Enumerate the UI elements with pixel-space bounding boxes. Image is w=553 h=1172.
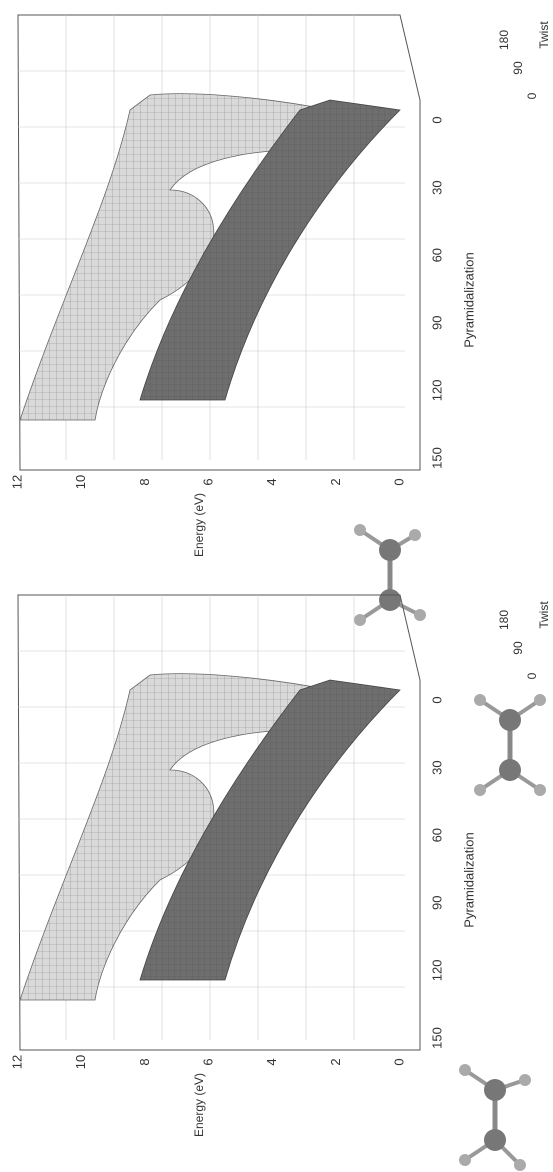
energy-tick-label: 4	[264, 1058, 279, 1065]
energy-tick-label: 0	[391, 1058, 406, 1065]
molecule-planar	[474, 694, 546, 796]
pyramidalization-tick-label: 60	[429, 828, 444, 842]
upper-surface	[19, 673, 331, 1001]
pyramidalization-tick-label: 90	[429, 896, 444, 910]
energy-tick-label: 4	[264, 478, 279, 485]
twist-tick-label: 0	[525, 672, 539, 679]
twist-tick-label: 90	[511, 61, 525, 75]
lower-surface	[139, 679, 401, 981]
energy-tick-label: 2	[328, 1058, 343, 1065]
twist-tick-label: 0	[525, 92, 539, 99]
twist-tick-label: 90	[511, 641, 525, 655]
pyramidalization-axis-label: Pyramidalization	[461, 252, 476, 347]
twist-axis-label: Twist	[537, 601, 551, 629]
energy-tick-label: 2	[328, 478, 343, 485]
pyramidalization-tick-label: 120	[429, 960, 444, 982]
pyramidalization-tick-label: 0	[429, 116, 444, 123]
pyramidalization-axis-label: Pyramidalization	[461, 832, 476, 927]
energy-tick-label: 12	[9, 475, 24, 489]
pyramidalization-tick-label: 0	[429, 696, 444, 703]
plot-frame	[17, 594, 421, 1051]
twist-tick-label: 180	[497, 610, 511, 630]
surface-plot: 12 10 8 6 4 2 0 Energy (eV) 150 120 90 60 30 0 Pyramid…	[9, 594, 551, 1137]
plot-frame	[17, 14, 421, 471]
twist-tick-label: 180	[497, 30, 511, 50]
pyramidalization-tick-label: 30	[429, 180, 444, 194]
energy-tick-label: 10	[73, 1055, 88, 1069]
lower-surface	[139, 99, 401, 401]
energy-tick-label: 8	[137, 1058, 152, 1065]
pyramidalization-tick-label: 150	[429, 1027, 444, 1049]
energy-tick-label: 0	[391, 478, 406, 485]
energy-tick-label: 12	[9, 1055, 24, 1069]
pyramidalization-tick-label: 60	[429, 248, 444, 262]
pyramidalization-tick-label: 120	[429, 380, 444, 402]
energy-tick-label: 6	[200, 478, 215, 485]
molecule-pyramidal	[459, 1064, 531, 1171]
surface-plot: 12 10 8 6 4 2 0 Energy (eV) 150 120 90 60 30 0 Pyramid…	[9, 14, 551, 557]
pyramidalization-tick-label: 30	[429, 760, 444, 774]
upper-surface	[19, 93, 331, 421]
pyramidalization-tick-label: 150	[429, 447, 444, 469]
energy-axis-label: Energy (eV)	[192, 1073, 206, 1137]
twist-axis-label: Twist	[537, 21, 551, 49]
energy-axis-label: Energy (eV)	[192, 493, 206, 557]
energy-tick-label: 6	[200, 1058, 215, 1065]
energy-tick-label: 10	[73, 475, 88, 489]
energy-tick-label: 8	[137, 478, 152, 485]
pyramidalization-tick-label: 90	[429, 316, 444, 330]
molecule-twisted	[354, 524, 426, 626]
